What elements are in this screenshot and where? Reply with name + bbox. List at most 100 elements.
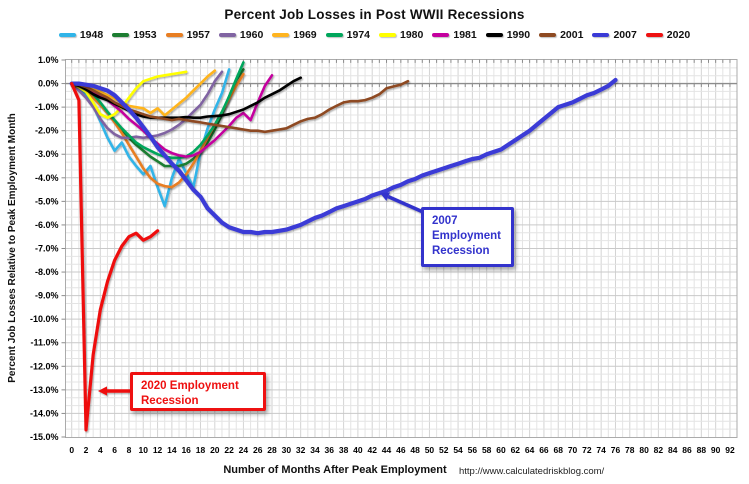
x-tick-label: 80	[639, 445, 649, 455]
x-tick-label: 64	[525, 445, 535, 455]
x-tick-label: 20	[210, 445, 220, 455]
x-tick-label: 40	[353, 445, 363, 455]
y-tick-label: -4.0%	[35, 173, 59, 183]
series-line-1990	[70, 76, 303, 119]
legend-swatch-1969	[272, 33, 290, 37]
legend-label: 1969	[293, 29, 317, 41]
x-tick-label: 44	[382, 445, 392, 455]
legend-item-2001: 2001	[539, 29, 583, 41]
legend-label: 1980	[400, 29, 424, 41]
annotation-text: Employment	[432, 230, 502, 242]
y-tick-label: -10.0%	[30, 314, 59, 324]
y-tick-label: 0.0%	[38, 79, 59, 89]
y-axis-title: Percent Job Losses Relative to Peak Empl…	[7, 113, 18, 383]
annotation-text: 2020 Employment	[141, 380, 239, 392]
legend-swatch-2020	[645, 33, 663, 37]
x-tick-label: 34	[310, 445, 320, 455]
x-tick-label: 22	[224, 445, 234, 455]
annotation-text: 2007	[432, 215, 458, 227]
x-tick-label: 28	[267, 445, 277, 455]
legend-label: 1981	[453, 29, 477, 41]
y-tick-label: -11.0%	[30, 338, 58, 348]
series-line-2020	[70, 81, 160, 432]
gridlines	[65, 59, 737, 438]
series-line-1960	[70, 70, 224, 140]
x-tick-label: 0	[69, 445, 74, 455]
x-tick-label: 46	[396, 445, 406, 455]
chart-title: Percent Job Losses in Post WWII Recessio…	[224, 7, 525, 22]
x-tick-label: 4	[98, 445, 103, 455]
legend-swatch-1957	[165, 33, 183, 37]
x-tick-label: 54	[453, 445, 463, 455]
legend-swatch-1990	[485, 33, 503, 37]
x-tick-label: 36	[325, 445, 335, 455]
x-tick-label: 62	[511, 445, 521, 455]
x-tick-label: 10	[139, 445, 149, 455]
annotation-text: Recession	[432, 245, 490, 257]
x-tick-label: 2	[84, 445, 89, 455]
legend-swatch-2001	[539, 33, 557, 37]
legend-swatch-1981	[432, 33, 450, 37]
x-tick-label: 72	[582, 445, 592, 455]
x-tick-label: 26	[253, 445, 263, 455]
y-tick-labels: 1.0% 0.0% -1.0% -2.0% -3.0% -4.0% -5.0% -6.0% -7…	[30, 55, 59, 442]
y-tick-label: -9.0%	[35, 291, 59, 301]
y-tick-label: -2.0%	[35, 126, 59, 136]
y-tick-label: -13.0%	[30, 385, 59, 395]
x-tick-label: 6	[112, 445, 117, 455]
legend-swatch-1953	[112, 33, 130, 37]
x-tick-label: 76	[611, 445, 621, 455]
legend-swatch-1974	[325, 33, 343, 37]
x-tick-label: 92	[725, 445, 735, 455]
legend-item-1957: 1957	[165, 29, 210, 41]
y-tick-label: -7.0%	[35, 243, 59, 253]
x-tick-label: 42	[367, 445, 377, 455]
annotation-arrow	[380, 192, 424, 214]
x-tick-label: 68	[554, 445, 564, 455]
legend-label: 2007	[613, 29, 637, 41]
y-tick-label: -8.0%	[35, 267, 59, 277]
x-tick-label: 12	[153, 445, 163, 455]
x-tick-label: 82	[654, 445, 664, 455]
x-tick-label: 8	[127, 445, 132, 455]
legend-swatch-1948	[58, 33, 76, 37]
watermark-url: http://www.calculatedriskblog.com/	[459, 466, 605, 477]
y-tick-label: -12.0%	[30, 361, 59, 371]
y-tick-label: -14.0%	[30, 408, 59, 418]
x-tick-label: 86	[682, 445, 692, 455]
x-tick-label: 88	[697, 445, 707, 455]
x-tick-label: 18	[196, 445, 206, 455]
x-tick-label: 74	[596, 445, 606, 455]
annotation-text: Recession	[141, 395, 199, 407]
y-tick-label: -15.0%	[30, 432, 59, 442]
y-tick-label: -3.0%	[35, 149, 59, 159]
legend: 1948 1953 1957 1960 1969 1974 1980 1981 1990 2001…	[10, 27, 739, 43]
x-tick-label: 30	[282, 445, 292, 455]
x-tick-label: 52	[439, 445, 449, 455]
x-tick-label: 48	[410, 445, 420, 455]
x-tick-label: 16	[181, 445, 191, 455]
y-tick-label: 1.0%	[38, 55, 59, 65]
x-tick-label: 32	[296, 445, 306, 455]
legend-label: 2001	[560, 29, 584, 41]
legend-item-1980: 1980	[379, 29, 423, 41]
legend-label: 1974	[346, 29, 370, 41]
x-tick-label: 78	[625, 445, 635, 455]
legend-label: 1948	[79, 29, 104, 41]
series-lines	[69, 61, 618, 432]
legend-item-1948: 1948	[58, 29, 104, 41]
legend-item-1974: 1974	[325, 29, 370, 41]
legend-label: 1960	[239, 29, 264, 41]
legend-item-1981: 1981	[432, 29, 477, 41]
legend-label: 1953	[133, 29, 157, 41]
series-line-2007	[69, 77, 618, 236]
y-tick-label: -6.0%	[35, 220, 59, 230]
x-tick-label: 38	[339, 445, 349, 455]
x-tick-label: 60	[496, 445, 506, 455]
annotation-box-2007: 2007 Employment Recession	[421, 207, 514, 267]
annotation-box-2020: 2020 Employment Recession	[130, 372, 266, 411]
x-tick-label: 66	[539, 445, 549, 455]
x-tick-label: 90	[711, 445, 721, 455]
